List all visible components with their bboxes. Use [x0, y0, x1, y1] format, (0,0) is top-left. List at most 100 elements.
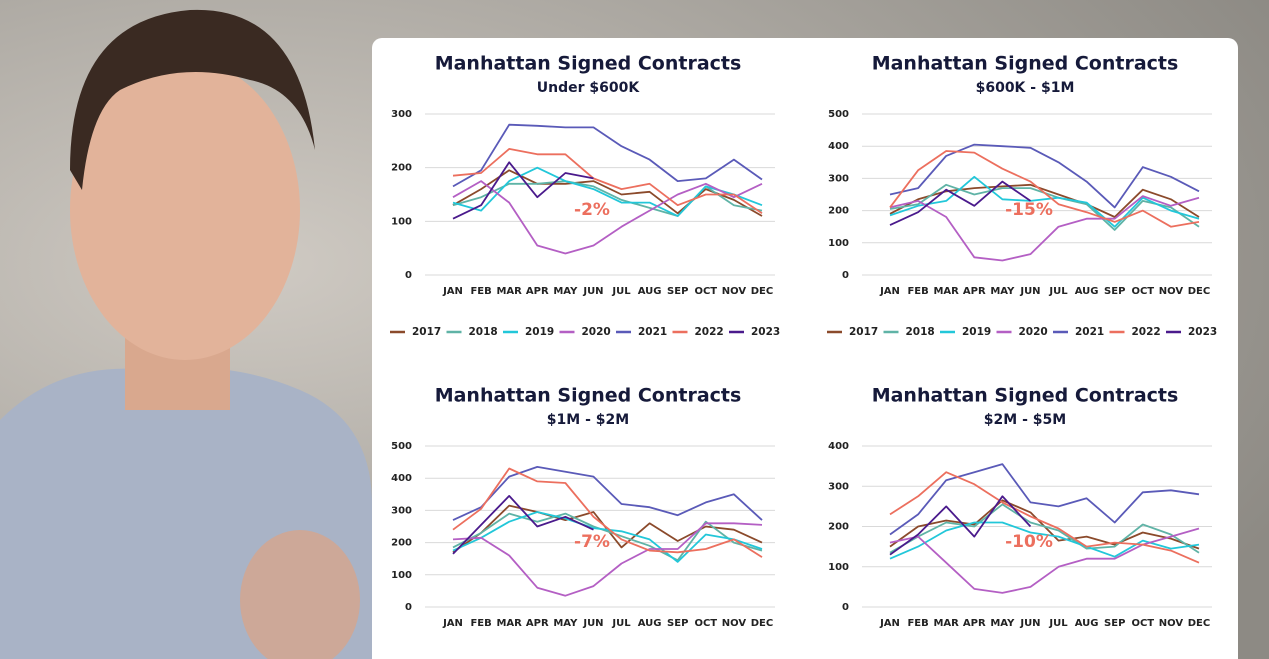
series-line: [889, 471, 1200, 564]
chart-title: Manhattan Signed Contracts: [435, 53, 742, 75]
legend-label: 2022: [695, 326, 724, 338]
y-tick-label: 0: [842, 602, 849, 613]
y-tick-label: 500: [828, 109, 849, 120]
x-tick-label: MAR: [933, 286, 959, 297]
y-tick-label: 100: [828, 238, 849, 249]
series-line: [452, 166, 763, 217]
series-line: [452, 511, 763, 563]
x-tick-label: JAN: [442, 286, 463, 297]
x-tick-label: AUG: [1075, 618, 1099, 629]
legend-label: 2021: [1075, 326, 1104, 338]
x-tick-label: FEB: [470, 286, 491, 297]
x-tick-label: DEC: [1188, 618, 1210, 629]
y-tick-label: 300: [391, 505, 412, 516]
legend-label: 2023: [1188, 326, 1217, 338]
series-line: [452, 123, 763, 188]
x-tick-label: MAR: [933, 618, 959, 629]
x-tick-label: AUG: [638, 286, 662, 297]
x-tick-label: MAY: [990, 618, 1015, 629]
y-tick-label: 200: [391, 163, 412, 174]
y-tick-label: 0: [405, 270, 412, 281]
x-tick-label: NOV: [1159, 618, 1184, 629]
x-tick-label: NOV: [722, 618, 747, 629]
x-tick-label: AUG: [1075, 286, 1099, 297]
series-line: [889, 495, 1032, 556]
series-line: [889, 463, 1200, 536]
legend-label: 2019: [525, 326, 554, 338]
chart-subtitle: $600K - $1M: [976, 80, 1075, 96]
series-line: [452, 180, 763, 255]
legend-label: 2023: [751, 326, 780, 338]
legend-label: 2017: [849, 326, 878, 338]
series-line: [889, 175, 1200, 228]
presenter: [0, 9, 372, 659]
x-tick-label: FEB: [470, 618, 491, 629]
chart-card: [372, 38, 1238, 659]
x-tick-label: JUL: [1048, 286, 1068, 297]
chart-title: Manhattan Signed Contracts: [872, 385, 1179, 407]
x-tick-label: AUG: [638, 618, 662, 629]
x-tick-label: JUN: [1019, 618, 1040, 629]
x-tick-label: DEC: [1188, 286, 1210, 297]
series-line: [452, 467, 763, 558]
x-tick-label: APR: [963, 618, 986, 629]
x-tick-label: SEP: [667, 618, 688, 629]
y-tick-label: 300: [391, 109, 412, 120]
x-tick-label: NOV: [1159, 286, 1184, 297]
legend-label: 2022: [1132, 326, 1161, 338]
x-tick-label: OCT: [1131, 618, 1154, 629]
x-tick-label: DEC: [751, 286, 773, 297]
x-tick-label: OCT: [694, 286, 717, 297]
x-tick-label: JUL: [1048, 618, 1068, 629]
x-tick-label: MAY: [553, 618, 578, 629]
x-tick-label: FEB: [907, 286, 928, 297]
y-tick-label: 300: [828, 481, 849, 492]
x-tick-label: APR: [526, 286, 549, 297]
series-line: [889, 527, 1200, 594]
legend-label: 2021: [638, 326, 667, 338]
y-tick-label: 400: [828, 141, 849, 152]
series-line: [889, 143, 1200, 209]
series-line: [452, 161, 594, 220]
legend-label: 2017: [412, 326, 441, 338]
series-line: [452, 148, 763, 215]
x-tick-label: JUN: [582, 618, 603, 629]
chart-subtitle: $1M - $2M: [547, 412, 629, 428]
x-tick-label: MAY: [553, 286, 578, 297]
x-tick-label: DEC: [751, 618, 773, 629]
chart-title: Manhattan Signed Contracts: [872, 53, 1179, 75]
x-tick-label: MAY: [990, 286, 1015, 297]
x-tick-label: OCT: [694, 618, 717, 629]
y-tick-label: 200: [828, 206, 849, 217]
x-tick-label: NOV: [722, 286, 747, 297]
series-line: [452, 169, 763, 217]
y-tick-label: 100: [391, 570, 412, 581]
series-line: [889, 150, 1200, 228]
legend-label: 2020: [582, 326, 611, 338]
x-tick-label: SEP: [1104, 286, 1125, 297]
x-tick-label: MAR: [496, 286, 522, 297]
y-tick-label: 300: [828, 173, 849, 184]
legend-label: 2020: [1019, 326, 1048, 338]
x-tick-label: MAR: [496, 618, 522, 629]
x-tick-label: JUL: [611, 286, 631, 297]
x-tick-label: JUN: [582, 286, 603, 297]
series-line: [452, 495, 594, 555]
annotation: -7%: [574, 532, 610, 552]
series-line: [452, 512, 763, 562]
y-tick-label: 0: [842, 270, 849, 281]
series-line: [889, 180, 1032, 226]
x-tick-label: FEB: [907, 618, 928, 629]
y-tick-label: 400: [828, 441, 849, 452]
series-line: [452, 522, 763, 597]
chart-subtitle: $2M - $5M: [984, 412, 1066, 428]
x-tick-label: JAN: [879, 618, 900, 629]
y-tick-label: 0: [405, 602, 412, 613]
series-line: [889, 503, 1200, 554]
y-tick-label: 100: [391, 216, 412, 227]
y-tick-label: 400: [391, 473, 412, 484]
y-tick-label: 200: [828, 522, 849, 533]
x-tick-label: SEP: [667, 286, 688, 297]
x-tick-label: JUN: [1019, 286, 1040, 297]
